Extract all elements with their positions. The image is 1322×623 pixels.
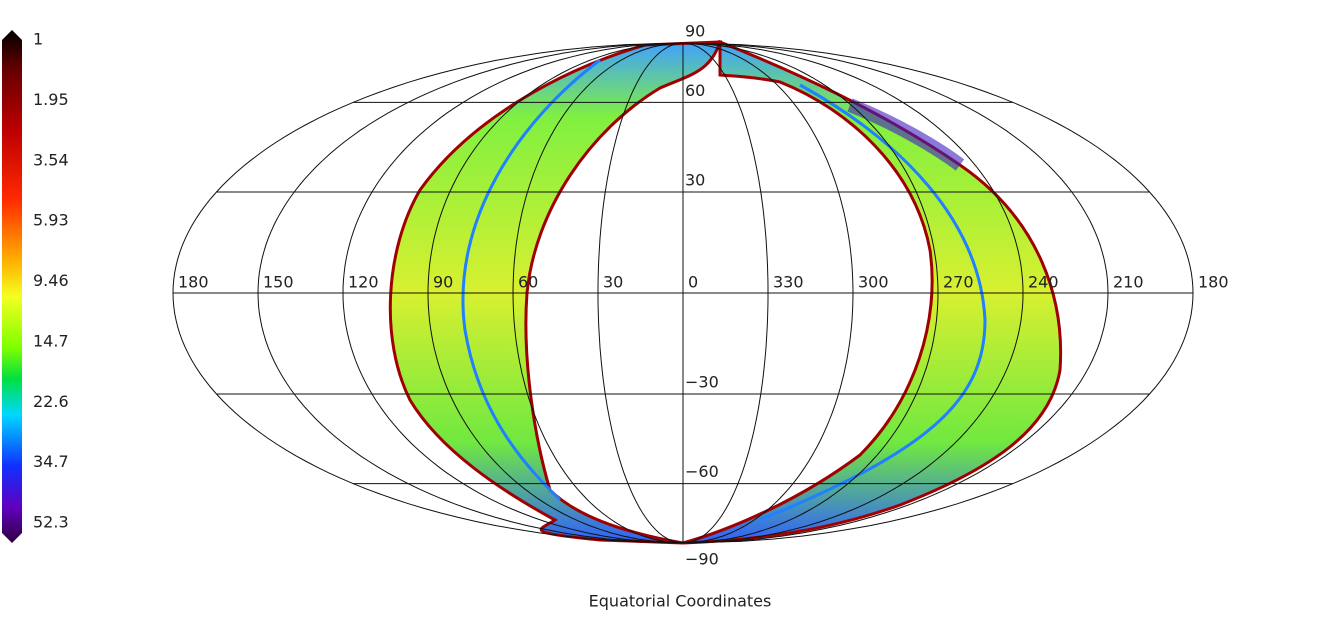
colorbar-tick-label: 14.7	[33, 331, 69, 350]
band-feature	[461, 58, 601, 502]
colorbar-tick-label: 3.54	[33, 150, 69, 169]
band-feature	[847, 98, 965, 171]
lon-label: 90	[433, 273, 453, 292]
lon-label: 300	[858, 273, 889, 292]
lon-label: 60	[518, 273, 538, 292]
colorbar	[2, 30, 22, 543]
lon-label: 270	[943, 273, 974, 292]
lon-label: 210	[1113, 273, 1144, 292]
lon-label: 240	[1028, 273, 1059, 292]
lat-label: 30	[685, 171, 705, 190]
lat-label: −30	[685, 372, 719, 391]
colorbar-tick-label: 22.6	[33, 392, 69, 411]
graticule	[172, 42, 1194, 544]
lon-label: 180	[178, 273, 209, 292]
lon-label: 30	[603, 273, 623, 292]
lon-label: 0	[688, 273, 698, 292]
colorbar-tick-label: 34.7	[33, 452, 69, 471]
lon-label: 180	[1198, 273, 1229, 292]
colorbar-tick-label: 9.46	[33, 271, 69, 290]
lon-label: 120	[348, 273, 379, 292]
lat-label: 90	[685, 22, 705, 41]
colorbar-tick-label: 1	[33, 30, 43, 49]
lat-label: 60	[685, 81, 705, 100]
band-feature	[759, 83, 987, 522]
lon-label: 150	[263, 273, 294, 292]
colorbar-tick-label: 1.95	[33, 90, 69, 109]
colorbar-tick-label: 52.3	[33, 513, 69, 532]
lon-label: 330	[773, 273, 804, 292]
colorbar-tick-label: 5.93	[33, 211, 69, 230]
lat-label: −60	[685, 462, 719, 481]
x-label: Equatorial Coordinates	[589, 592, 772, 611]
lat-label: −90	[685, 550, 719, 569]
